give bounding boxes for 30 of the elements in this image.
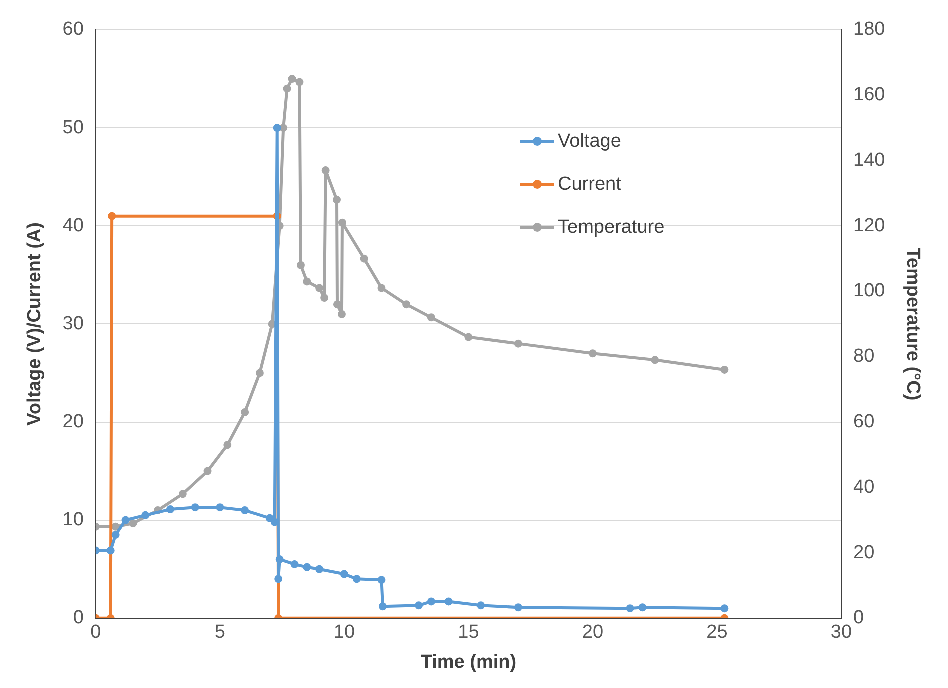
y-tick-label: 20 [62,412,84,432]
x-tick-label: 10 [334,622,356,644]
legend-label: Current [558,174,622,196]
x-axis-title: Time (min) [420,652,517,673]
x-tick-label: 25 [706,622,728,644]
y2-axis-title: Temperature (°C) [902,248,924,401]
x-tick-label: 5 [214,622,226,644]
y-tick-label: 60 [62,19,84,40]
y2-tick-label: 60 [854,412,875,432]
y-tick-label: 40 [62,215,84,236]
y-tick-label: 0 [73,608,84,629]
y2-tick-label: 140 [854,150,886,171]
x-tick-label: 20 [582,622,604,644]
x-tick-label: 0 [90,622,102,644]
y-tick-label: 50 [62,117,84,138]
y2-tick-label: 20 [854,542,875,564]
y2-tick-label: 40 [854,476,875,498]
y2-tick-label: 120 [854,215,886,236]
y2-tick-label: 160 [854,84,886,106]
y2-tick-label: 100 [854,280,886,302]
x-tick-label: 30 [830,622,852,644]
y-tick-label: 10 [62,510,84,531]
y2-tick-label: 80 [854,346,875,368]
legend-label: Voltage [558,130,622,152]
y2-tick-label: 0 [854,608,864,629]
legend-label: Temperature [558,216,665,238]
y2-tick-label: 180 [854,19,886,40]
y-axis-title: Voltage (V)/Current (A) [24,222,46,426]
x-tick-label: 15 [458,622,480,644]
y-tick-label: 30 [62,313,84,334]
